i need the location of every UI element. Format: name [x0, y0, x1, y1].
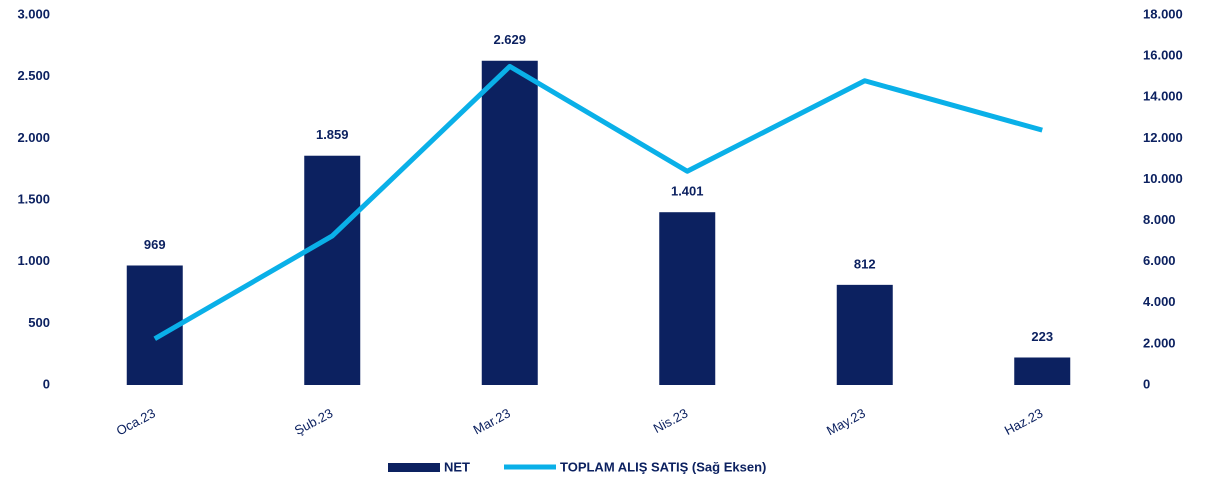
x-tick-label: Şub.23	[292, 405, 335, 438]
bar	[836, 284, 893, 385]
data-label: 812	[854, 256, 876, 271]
y-tick-label: 1.000	[17, 253, 50, 268]
y2-tick-label: 14.000	[1143, 89, 1183, 104]
y2-tick-label: 2.000	[1143, 335, 1176, 350]
x-tick-label: Nis.23	[651, 405, 691, 436]
line	[153, 63, 1043, 341]
y2-tick-label: 16.000	[1143, 48, 1183, 63]
y-tick-label: 0	[43, 376, 50, 391]
legend-swatch	[388, 463, 440, 472]
bar	[304, 155, 361, 385]
y2-tick-label: 10.000	[1143, 171, 1183, 186]
y2-tick-label: 4.000	[1143, 294, 1176, 309]
y-tick-label: 2.000	[17, 130, 50, 145]
bar	[481, 60, 538, 386]
data-label: 1.401	[671, 184, 704, 199]
data-label: 223	[1031, 329, 1053, 344]
x-tick-label: Haz.23	[1002, 405, 1045, 438]
y2-tick-label: 8.000	[1143, 212, 1176, 227]
y-tick-label: 2.500	[17, 68, 50, 83]
y-tick-label: 500	[28, 315, 50, 330]
x-tick-label: May.23	[824, 405, 868, 438]
y2-tick-label: 0	[1143, 376, 1150, 391]
y2-tick-label: 12.000	[1143, 130, 1183, 145]
y-tick-label: 1.500	[17, 191, 50, 206]
x-tick-label: Oca.23	[114, 405, 158, 438]
y2-tick-label: 18.000	[1143, 6, 1183, 21]
bar	[659, 212, 716, 385]
legend-label: NET	[444, 459, 470, 474]
data-label: 1.859	[316, 127, 349, 142]
x-tick-label: Mar.23	[471, 405, 513, 437]
data-label: 2.629	[493, 32, 526, 47]
data-label: 969	[144, 237, 166, 252]
y2-tick-label: 6.000	[1143, 253, 1176, 268]
legend-label: TOPLAM ALIŞ SATIŞ (Sağ Eksen)	[560, 459, 766, 474]
y-tick-label: 3.000	[17, 6, 50, 21]
bar	[1014, 357, 1071, 385]
